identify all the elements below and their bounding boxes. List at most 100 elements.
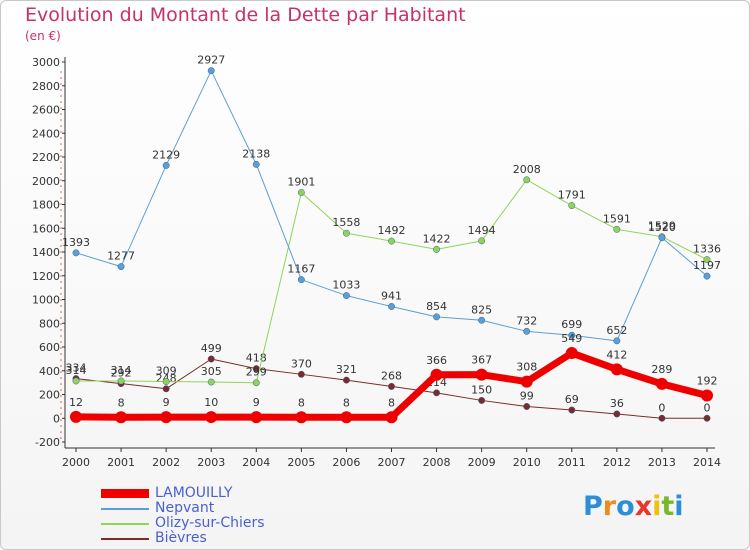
data-point [568, 331, 576, 339]
legend-item: Nepvant [101, 501, 265, 516]
data-point [655, 377, 668, 390]
data-point [70, 410, 82, 423]
data-label: 69 [565, 393, 579, 406]
data-label: 309 [156, 365, 177, 378]
y-tick-label: 1600 [32, 222, 60, 235]
y-tick-label: 600 [39, 341, 60, 354]
axis-dot [60, 299, 62, 301]
axis-dot [60, 341, 62, 343]
data-point [342, 376, 350, 384]
logo-letter: i [652, 491, 662, 522]
axis-dot [60, 347, 62, 349]
data-label: 334 [66, 362, 87, 375]
data-point [433, 313, 441, 321]
axis-dot [60, 293, 62, 295]
legend-swatch [101, 537, 149, 540]
axis-dot [60, 173, 62, 175]
x-tick-label: 2009 [468, 456, 496, 469]
axis-dot [60, 227, 62, 229]
axis-dot [60, 137, 62, 139]
axis-dot [60, 167, 62, 169]
data-point [72, 377, 80, 385]
data-point [523, 176, 531, 184]
data-label: 10 [204, 396, 218, 409]
axis-dot [60, 317, 62, 319]
logo-letter: t [661, 491, 675, 522]
data-label: 1520 [648, 221, 676, 234]
x-tick-label: 2005 [287, 456, 315, 469]
data-label: 941 [381, 290, 402, 303]
data-point [297, 276, 305, 284]
axis-dot [60, 179, 62, 181]
data-point [568, 202, 576, 210]
data-label: 732 [516, 314, 537, 327]
data-point [162, 161, 170, 169]
axis-dot [60, 311, 62, 313]
y-tick-label: 1000 [32, 294, 60, 307]
axis-dot [60, 263, 62, 265]
axis-dot [60, 209, 62, 211]
x-tick-label: 2010 [513, 456, 541, 469]
y-tick-label: 3000 [32, 56, 60, 69]
data-label: 1197 [693, 259, 721, 272]
x-tick-label: 2001 [107, 456, 135, 469]
y-tick-label: 200 [39, 389, 60, 402]
x-tick-label: 2013 [648, 456, 676, 469]
x-tick-label: 2003 [197, 456, 225, 469]
data-label: 150 [471, 383, 492, 396]
axis-dot [60, 131, 62, 133]
data-point [433, 245, 441, 253]
axis-dot [60, 155, 62, 157]
data-label: 8 [118, 396, 125, 409]
axis-dot [60, 203, 62, 205]
axis-dot [60, 335, 62, 337]
axis-dot [60, 371, 62, 373]
data-label: 9 [253, 396, 260, 409]
legend-swatch [101, 489, 149, 498]
axis-dot [60, 221, 62, 223]
axis-dot [60, 71, 62, 73]
data-label: 36 [610, 397, 624, 410]
data-label: 1422 [423, 232, 451, 245]
data-point [478, 316, 486, 324]
x-tick-label: 2008 [423, 456, 451, 469]
data-point [613, 225, 621, 233]
data-point [565, 347, 578, 360]
data-label: 268 [381, 369, 402, 382]
data-label: 292 [111, 367, 132, 380]
data-point [610, 363, 623, 376]
data-label: 367 [471, 354, 492, 367]
legend-label: Bièvres [155, 530, 207, 546]
data-point [478, 396, 486, 404]
axis-dot [60, 119, 62, 121]
y-tick-label: 2800 [32, 80, 60, 93]
legend-swatch [101, 522, 149, 525]
y-tick-label: 1400 [32, 246, 60, 259]
axis-dot [60, 77, 62, 79]
x-tick-label: 2012 [603, 456, 631, 469]
axis-dot [60, 269, 62, 271]
y-tick-label: 2000 [32, 175, 60, 188]
axis-dot [60, 149, 62, 151]
data-label: 1791 [558, 189, 586, 202]
data-point [613, 337, 621, 345]
legend-item: Olizy-sur-Chiers [101, 516, 265, 531]
logo-letter: x [634, 491, 653, 522]
data-label: 370 [291, 357, 312, 370]
chart-title: Evolution du Montant de la Dette par Hab… [25, 4, 466, 26]
axis-dot [60, 377, 62, 379]
data-label: 412 [606, 348, 627, 361]
data-label: 299 [246, 366, 267, 379]
axis-dot [60, 401, 62, 403]
data-label: 825 [471, 303, 492, 316]
data-label: 2927 [197, 54, 225, 67]
data-point [701, 389, 713, 402]
axis-dot [60, 215, 62, 217]
data-point [117, 263, 125, 271]
legend-item: LAMOUILLY [101, 486, 265, 501]
x-tick-label: 2002 [152, 456, 180, 469]
x-tick-label: 2007 [378, 456, 406, 469]
data-label: 1336 [693, 243, 721, 256]
data-point [342, 292, 350, 300]
proxiti-logo: Proxiti [583, 491, 684, 522]
